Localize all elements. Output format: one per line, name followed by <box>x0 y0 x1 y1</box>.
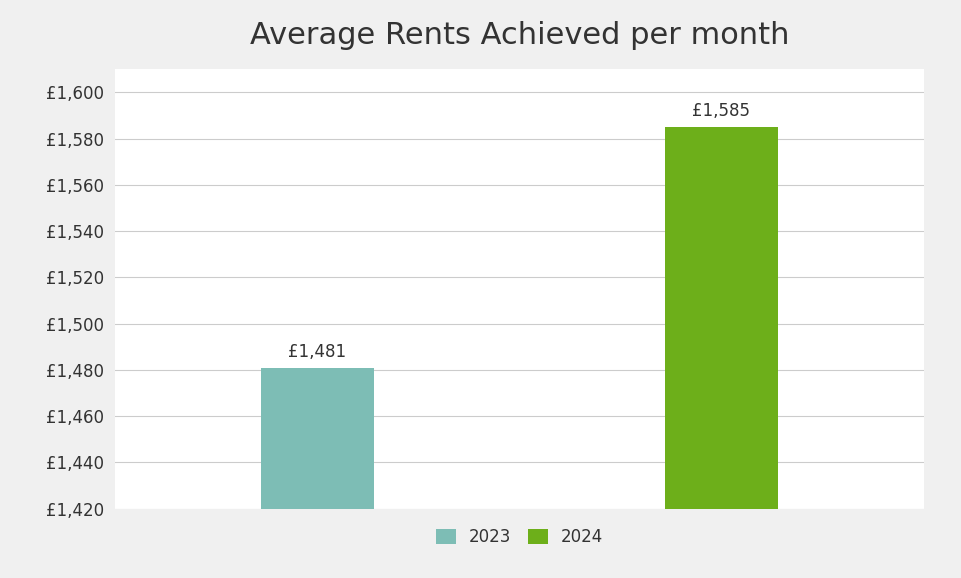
Legend: 2023, 2024: 2023, 2024 <box>429 522 609 553</box>
Bar <box>260 368 374 578</box>
Bar <box>664 127 777 578</box>
Text: £1,585: £1,585 <box>692 102 750 120</box>
Text: £1,481: £1,481 <box>288 343 346 361</box>
Title: Average Rents Achieved per month: Average Rents Achieved per month <box>250 21 788 50</box>
